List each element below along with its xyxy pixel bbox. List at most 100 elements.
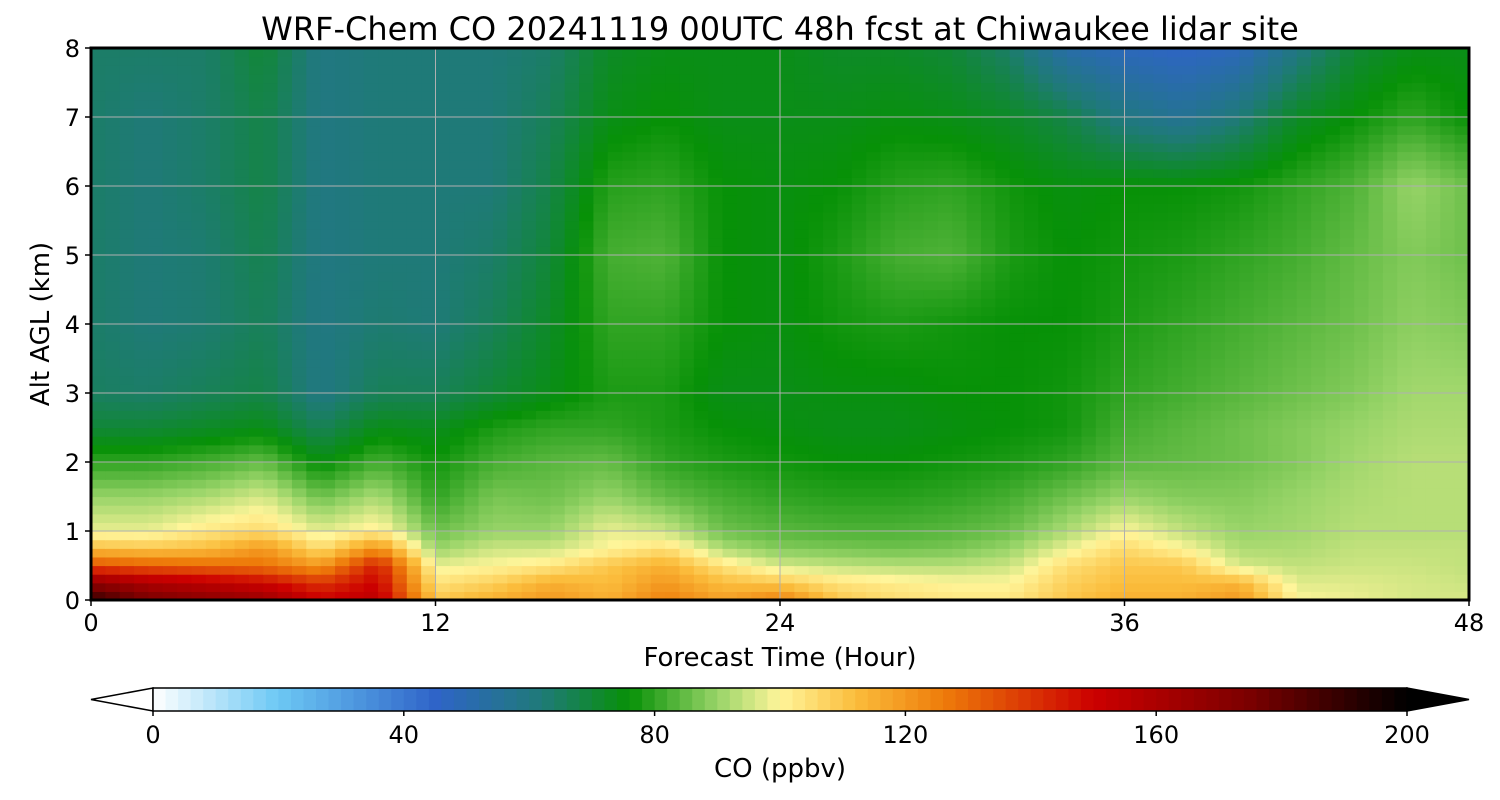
heatmap-cell <box>1196 220 1212 230</box>
heatmap-cell <box>1052 289 1068 299</box>
heatmap-cell <box>1411 229 1427 239</box>
heatmap-cell <box>880 393 896 403</box>
heatmap-cell <box>478 427 494 437</box>
heatmap-cell <box>593 315 609 325</box>
heatmap-cell <box>1397 565 1413 575</box>
heatmap-cell <box>1095 194 1111 204</box>
heatmap-cell <box>1325 246 1341 256</box>
heatmap-cell <box>1124 246 1140 256</box>
heatmap-cell <box>980 237 996 247</box>
heatmap-cell <box>966 160 982 170</box>
heatmap-cell <box>91 565 106 575</box>
heatmap-cell <box>248 186 264 196</box>
heatmap-cell <box>564 263 580 273</box>
heatmap-cell <box>220 410 236 420</box>
heatmap-cell <box>736 470 752 480</box>
heatmap-cell <box>980 487 996 498</box>
heatmap-cell <box>952 203 968 213</box>
heatmap-cell <box>765 574 781 584</box>
heatmap-cell <box>535 401 551 411</box>
heatmap-cell <box>1052 539 1068 549</box>
heatmap-cell <box>751 186 767 196</box>
heatmap-cell <box>995 315 1011 325</box>
heatmap-cell <box>105 384 121 394</box>
heatmap-cell <box>335 496 350 506</box>
heatmap-cell <box>622 393 638 403</box>
heatmap-cell <box>980 349 996 360</box>
heatmap-cell <box>1454 263 1469 273</box>
heatmap-cell <box>378 462 394 472</box>
heatmap-cell <box>320 229 336 239</box>
heatmap-cell <box>220 349 236 360</box>
heatmap-cell <box>665 522 681 532</box>
heatmap-cell <box>363 548 379 558</box>
heatmap-cell <box>378 349 394 360</box>
heatmap-cell <box>392 203 408 213</box>
heatmap-cell <box>579 324 594 334</box>
heatmap-cell <box>507 272 523 282</box>
heatmap-cell <box>1138 280 1154 291</box>
heatmap-cell <box>1268 531 1283 541</box>
heatmap-cell <box>794 315 810 325</box>
heatmap-cell <box>1052 582 1068 592</box>
heatmap-cell <box>248 436 264 446</box>
heatmap-cell <box>1081 289 1097 299</box>
heatmap-cell <box>349 272 365 282</box>
heatmap-cell <box>492 444 508 454</box>
heatmap-cell <box>421 255 437 265</box>
heatmap-cell <box>320 522 336 532</box>
heatmap-cell <box>1124 177 1140 187</box>
heatmap-cell <box>1167 401 1183 411</box>
heatmap-cell <box>248 272 264 282</box>
heatmap-cell <box>966 539 982 549</box>
heatmap-cell <box>1282 436 1298 446</box>
heatmap-cell <box>291 246 307 256</box>
heatmap-cell <box>866 556 882 567</box>
heatmap-cell <box>392 565 408 575</box>
heatmap-cell <box>320 280 336 291</box>
heatmap-cell <box>392 384 408 394</box>
heatmap-cell <box>378 384 394 394</box>
heatmap-cell <box>507 574 523 584</box>
heatmap-cell <box>1153 513 1169 523</box>
heatmap-cell <box>751 531 767 541</box>
heatmap-cell <box>866 315 882 325</box>
heatmap-cell <box>1397 168 1413 178</box>
heatmap-cell <box>780 418 795 429</box>
heatmap-cell <box>880 203 896 213</box>
heatmap-cell <box>306 186 322 196</box>
heatmap-cell <box>535 427 551 437</box>
heatmap-cell <box>134 211 150 222</box>
heatmap-cell <box>851 177 867 187</box>
heatmap-cell <box>1138 272 1154 282</box>
heatmap-cell <box>1325 220 1341 230</box>
heatmap-cell <box>1124 186 1140 196</box>
heatmap-cell <box>1153 203 1169 213</box>
heatmap-cell <box>521 160 537 170</box>
heatmap-cell <box>1038 186 1054 196</box>
heatmap-cell <box>564 462 580 472</box>
heatmap-cell <box>1382 522 1398 532</box>
heatmap-cell <box>1440 531 1456 541</box>
heatmap-cell <box>607 375 623 385</box>
heatmap-cell <box>134 168 150 178</box>
heatmap-cell <box>1268 263 1283 273</box>
heatmap-cell <box>1024 375 1039 385</box>
heatmap-cell <box>708 410 724 420</box>
heatmap-cell <box>507 436 523 446</box>
heatmap-cell <box>335 565 350 575</box>
heatmap-cell <box>349 332 365 342</box>
heatmap-cell <box>148 220 164 230</box>
heatmap-cell <box>923 410 939 420</box>
heatmap-cell <box>880 505 896 515</box>
heatmap-cell <box>177 513 193 523</box>
heatmap-cell <box>306 246 322 256</box>
heatmap-cell <box>851 263 867 273</box>
heatmap-cell <box>593 349 609 360</box>
heatmap-cell <box>478 324 494 334</box>
heatmap-cell <box>665 203 681 213</box>
heatmap-cell <box>1354 462 1370 472</box>
heatmap-cell <box>1167 229 1183 239</box>
heatmap-cell <box>579 513 594 523</box>
heatmap-cell <box>1397 582 1413 592</box>
